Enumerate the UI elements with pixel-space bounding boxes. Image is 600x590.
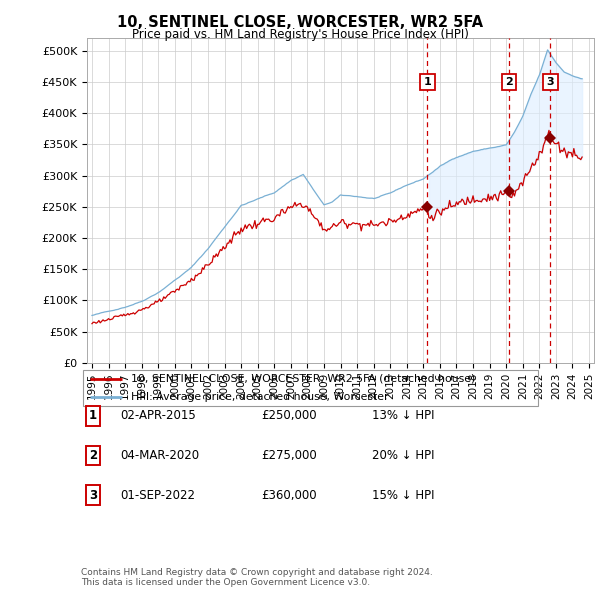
Text: 20% ↓ HPI: 20% ↓ HPI — [372, 449, 434, 462]
Text: 15% ↓ HPI: 15% ↓ HPI — [372, 489, 434, 502]
Text: 13% ↓ HPI: 13% ↓ HPI — [372, 409, 434, 422]
Text: £250,000: £250,000 — [261, 409, 317, 422]
Text: 02-APR-2015: 02-APR-2015 — [120, 409, 196, 422]
Text: 3: 3 — [547, 77, 554, 87]
Text: 1: 1 — [424, 77, 431, 87]
Text: 10, SENTINEL CLOSE, WORCESTER, WR2 5FA: 10, SENTINEL CLOSE, WORCESTER, WR2 5FA — [117, 15, 483, 30]
Text: 1: 1 — [89, 409, 97, 422]
Text: Contains HM Land Registry data © Crown copyright and database right 2024.
This d: Contains HM Land Registry data © Crown c… — [81, 568, 433, 587]
Text: £275,000: £275,000 — [261, 449, 317, 462]
Text: HPI: Average price, detached house, Worcester: HPI: Average price, detached house, Worc… — [131, 392, 389, 402]
Text: 10, SENTINEL CLOSE, WORCESTER, WR2 5FA (detached house): 10, SENTINEL CLOSE, WORCESTER, WR2 5FA (… — [131, 374, 476, 384]
Text: £360,000: £360,000 — [261, 489, 317, 502]
Text: 01-SEP-2022: 01-SEP-2022 — [120, 489, 195, 502]
Text: 2: 2 — [505, 77, 513, 87]
Text: Price paid vs. HM Land Registry's House Price Index (HPI): Price paid vs. HM Land Registry's House … — [131, 28, 469, 41]
Text: 04-MAR-2020: 04-MAR-2020 — [120, 449, 199, 462]
Text: 2: 2 — [89, 449, 97, 462]
Text: 3: 3 — [89, 489, 97, 502]
